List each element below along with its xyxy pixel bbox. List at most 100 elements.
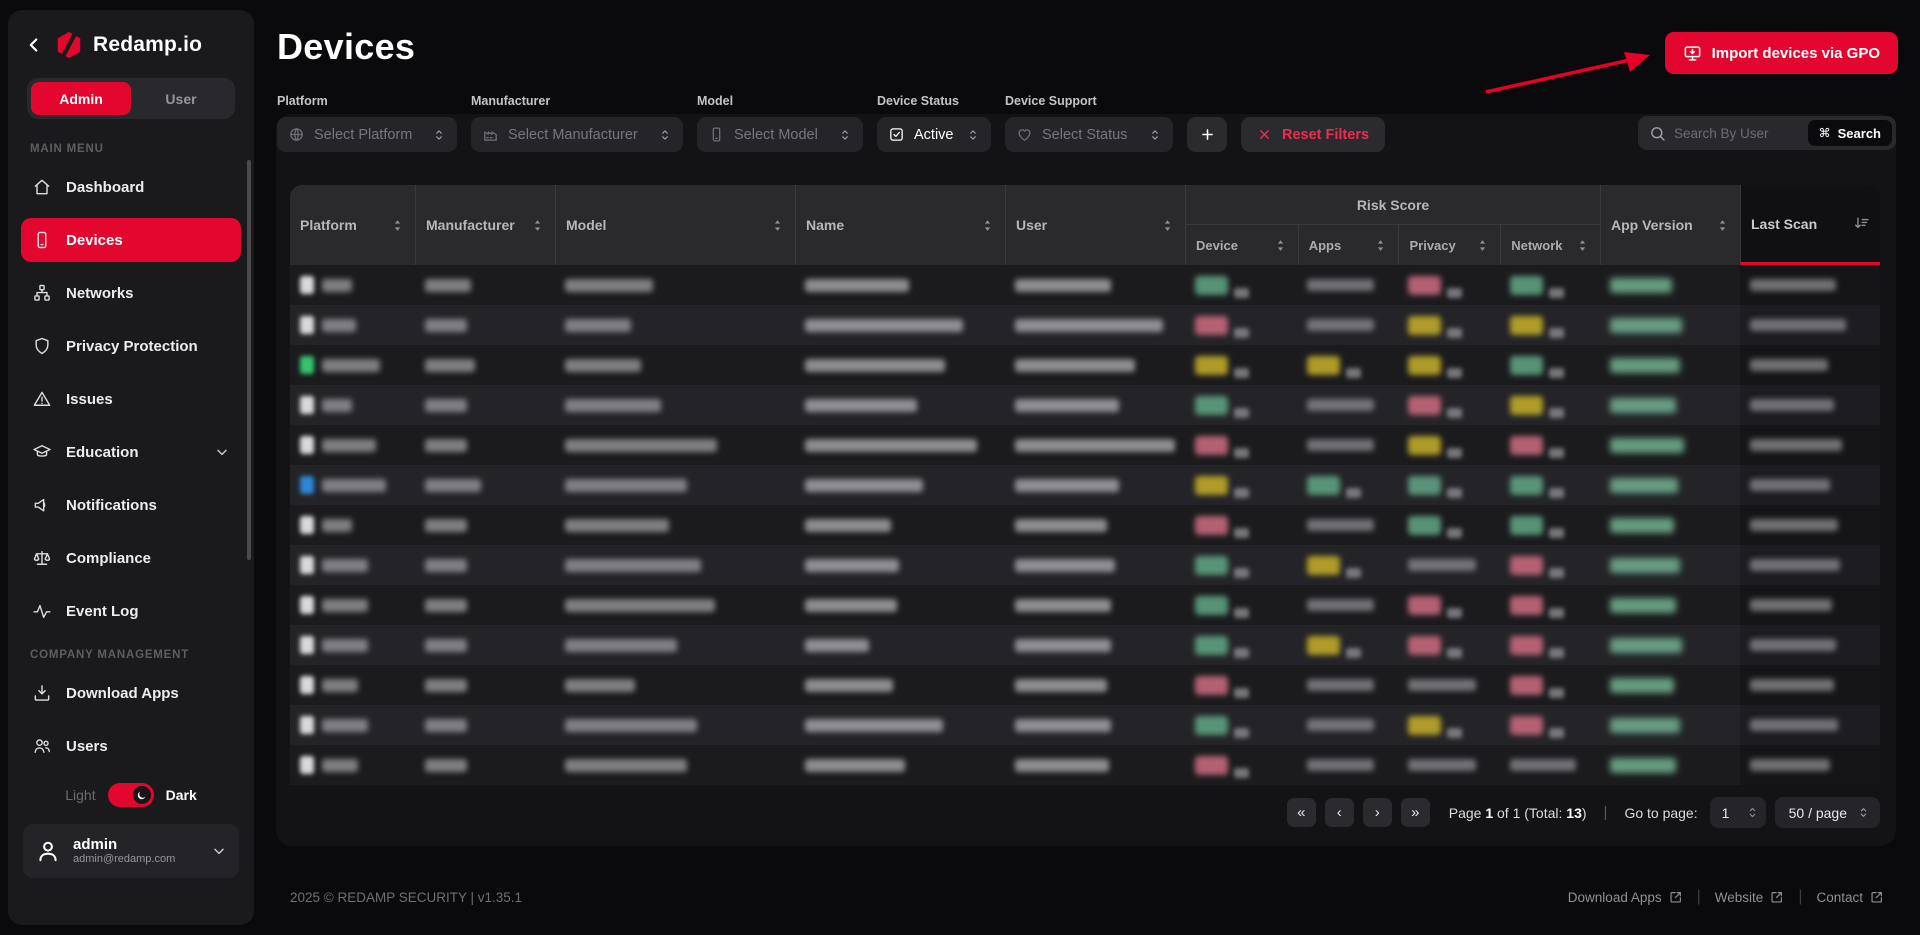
table-row[interactable]: [290, 465, 1880, 505]
sort-icon[interactable]: [1475, 238, 1490, 253]
chevron-down-icon: [211, 843, 227, 859]
command-icon: ⌘: [1819, 126, 1831, 140]
table-row[interactable]: [290, 585, 1880, 625]
table-row[interactable]: [290, 345, 1880, 385]
column-header-app-version[interactable]: App Version: [1600, 185, 1740, 265]
redacted-text: [1015, 639, 1111, 652]
sort-icon[interactable]: [530, 218, 545, 233]
prev-page-button[interactable]: ‹: [1325, 798, 1354, 827]
sort-icon[interactable]: [1273, 238, 1288, 253]
sort-icon[interactable]: [1373, 238, 1388, 253]
device-icon: [32, 230, 52, 250]
risk-badge: [1195, 716, 1228, 735]
table-row[interactable]: [290, 425, 1880, 465]
number-stepper-icon[interactable]: [1746, 804, 1759, 821]
filter-device-status-select[interactable]: Active: [877, 117, 991, 152]
redacted-text: [1307, 279, 1374, 291]
table-row[interactable]: [290, 705, 1880, 745]
sort-icon[interactable]: [1160, 218, 1175, 233]
filter-manufacturer-select[interactable]: Select Manufacturer: [471, 117, 683, 152]
role-user-button[interactable]: User: [131, 82, 231, 115]
table-row[interactable]: [290, 545, 1880, 585]
column-header-name[interactable]: Name: [795, 185, 1005, 265]
sort-icon[interactable]: [770, 218, 785, 233]
sidebar-item-label: Download Apps: [66, 685, 179, 702]
column-header-privacy[interactable]: Privacy: [1398, 225, 1500, 265]
table-row[interactable]: [290, 505, 1880, 545]
table-row[interactable]: [290, 665, 1880, 705]
sort-icon[interactable]: [390, 218, 405, 233]
table-row[interactable]: [290, 265, 1880, 305]
next-page-button[interactable]: ›: [1363, 798, 1392, 827]
column-header-network[interactable]: Network: [1500, 225, 1600, 265]
search-input[interactable]: [1674, 126, 1800, 141]
sidebar-item-privacy-protection[interactable]: Privacy Protection: [21, 324, 241, 368]
reset-filters-button[interactable]: Reset Filters: [1241, 117, 1385, 152]
filter-device-support-select[interactable]: Select Status: [1005, 117, 1173, 152]
app-version-badge: [1610, 438, 1684, 453]
sort-icon[interactable]: [980, 218, 995, 233]
redacted-text: [1346, 568, 1361, 578]
sidebar-item-users[interactable]: Users: [21, 724, 241, 768]
table-row[interactable]: [290, 305, 1880, 345]
column-header-user[interactable]: User: [1005, 185, 1185, 265]
chevrons-updown-icon: [966, 128, 980, 142]
per-page-select[interactable]: 50 / page: [1775, 797, 1880, 828]
risk-badge: [1307, 476, 1340, 495]
column-header-device[interactable]: Device: [1186, 225, 1298, 265]
first-page-button[interactable]: «: [1287, 798, 1316, 827]
redacted-text: [425, 679, 467, 692]
sidebar-item-compliance[interactable]: Compliance: [21, 536, 241, 580]
goto-page-input[interactable]: 1: [1710, 797, 1766, 828]
sidebar-scrollbar[interactable]: [247, 160, 251, 560]
footer-link-download-apps[interactable]: Download Apps: [1568, 890, 1683, 905]
column-header-last-scan[interactable]: Last Scan: [1740, 185, 1880, 265]
theme-toggle[interactable]: [108, 783, 154, 807]
sidebar-item-label: Privacy Protection: [66, 338, 198, 355]
footer-link-website[interactable]: Website: [1715, 890, 1785, 905]
column-header-model[interactable]: Model: [555, 185, 795, 265]
table-row[interactable]: [290, 625, 1880, 665]
filter-platform-select[interactable]: Select Platform: [277, 117, 457, 152]
search-button[interactable]: ⌘ Search: [1808, 120, 1892, 146]
collapse-sidebar-icon[interactable]: [23, 34, 45, 56]
user-menu[interactable]: admin admin@redamp.com: [23, 824, 239, 878]
app-version-badge: [1610, 358, 1680, 373]
sidebar-item-dashboard[interactable]: Dashboard: [21, 165, 241, 209]
risk-badge: [1195, 356, 1228, 375]
footer-link-divider: |: [1697, 888, 1701, 906]
last-page-button[interactable]: »: [1401, 798, 1430, 827]
device-icon: [32, 230, 52, 250]
sidebar-item-download-apps[interactable]: Download Apps: [21, 671, 241, 715]
filter-model-select[interactable]: Select Model: [697, 117, 863, 152]
filter-label: Manufacturer: [471, 94, 683, 108]
user-email: admin@redamp.com: [73, 853, 175, 866]
sidebar-item-networks[interactable]: Networks: [21, 271, 241, 315]
sidebar-item-notifications[interactable]: Notifications: [21, 483, 241, 527]
redacted-text: [1307, 439, 1374, 451]
sidebar-item-label: Networks: [66, 285, 134, 302]
redacted-text: [1015, 479, 1119, 492]
sidebar-item-event-log[interactable]: Event Log: [21, 589, 241, 633]
sidebar-item-issues[interactable]: Issues: [21, 377, 241, 421]
sidebar-item-education[interactable]: Education: [21, 430, 241, 474]
role-admin-button[interactable]: Admin: [31, 82, 131, 115]
cell-platform: [290, 425, 415, 465]
redacted-text: [1549, 288, 1564, 298]
add-filter-button[interactable]: [1187, 117, 1227, 152]
column-header-manufacturer[interactable]: Manufacturer: [415, 185, 555, 265]
cell-risk-privacy: [1398, 545, 1500, 585]
cell-risk-apps: [1297, 705, 1398, 745]
table-row[interactable]: [290, 745, 1880, 785]
moon-icon: [133, 786, 151, 804]
cell-model: [555, 345, 795, 385]
column-header-platform[interactable]: Platform: [290, 185, 415, 265]
footer-link-contact[interactable]: Contact: [1816, 890, 1884, 905]
import-devices-button[interactable]: Import devices via GPO: [1665, 32, 1898, 74]
sidebar-item-devices[interactable]: Devices: [21, 218, 241, 262]
footer-link-divider: |: [1798, 888, 1802, 906]
sort-icon[interactable]: [1575, 238, 1590, 253]
sort-icon[interactable]: [1715, 218, 1730, 233]
column-header-apps[interactable]: Apps: [1298, 225, 1399, 265]
table-row[interactable]: [290, 385, 1880, 425]
